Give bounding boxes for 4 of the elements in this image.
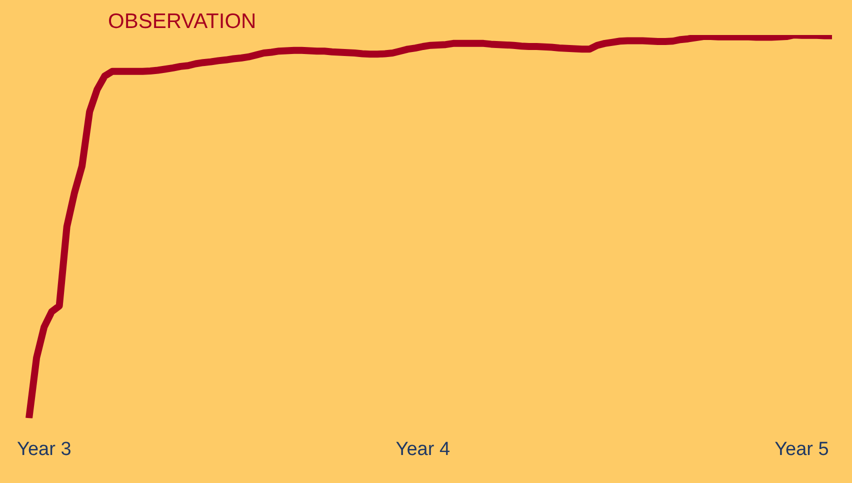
x-tick-label: Year 3 [17,438,72,460]
x-tick-label: Year 4 [396,438,450,460]
series-label: OBSERVATION [108,10,256,33]
x-tick-label: Year 5 [774,438,829,460]
